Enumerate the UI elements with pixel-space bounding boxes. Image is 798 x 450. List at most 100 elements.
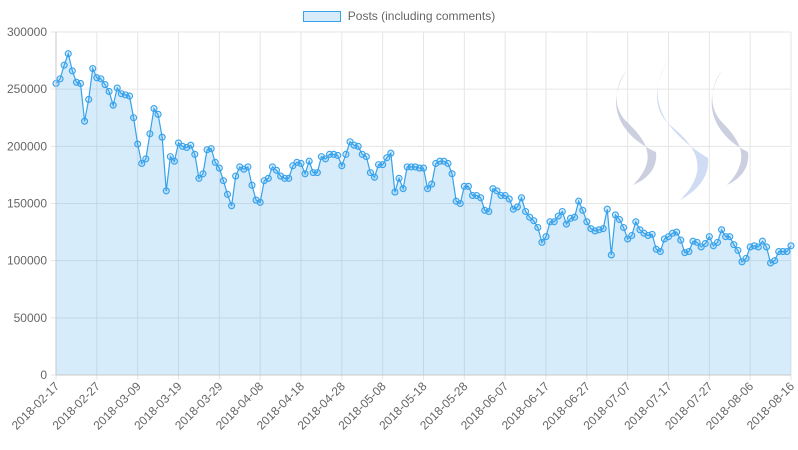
legend-swatch bbox=[302, 10, 341, 22]
data-point bbox=[538, 238, 546, 246]
data-point bbox=[138, 159, 146, 168]
data-point bbox=[730, 241, 738, 249]
data-point bbox=[734, 246, 742, 254]
data-point bbox=[366, 169, 374, 177]
data-point bbox=[256, 198, 264, 206]
data-point bbox=[742, 254, 750, 262]
data-point bbox=[726, 233, 734, 241]
data-point bbox=[362, 153, 370, 161]
data-point bbox=[134, 140, 142, 148]
data-point bbox=[517, 194, 526, 202]
data-point bbox=[64, 50, 72, 58]
data-point bbox=[603, 205, 611, 213]
data-point bbox=[150, 105, 158, 113]
series-area bbox=[55, 51, 792, 375]
data-point bbox=[166, 153, 174, 161]
data-point bbox=[673, 228, 681, 236]
data-point bbox=[158, 133, 166, 141]
chart-legend[interactable]: Posts (including comments) bbox=[0, 6, 798, 26]
data-point bbox=[142, 155, 150, 163]
data-point bbox=[101, 81, 109, 89]
series-line bbox=[55, 51, 792, 264]
data-point bbox=[758, 237, 766, 245]
y-tick-label: 0 bbox=[40, 368, 47, 382]
data-point bbox=[60, 61, 68, 69]
y-tick-label: 250000 bbox=[7, 82, 47, 96]
data-point bbox=[81, 117, 89, 125]
data-point bbox=[448, 170, 456, 178]
data-point bbox=[264, 174, 272, 182]
y-tick-label: 200000 bbox=[7, 139, 47, 153]
data-point bbox=[76, 79, 85, 87]
data-point bbox=[575, 197, 583, 205]
data-point bbox=[542, 233, 550, 241]
data-point bbox=[207, 145, 215, 153]
data-point bbox=[513, 203, 521, 211]
data-point bbox=[191, 150, 199, 158]
data-point bbox=[534, 223, 542, 232]
data-point bbox=[530, 217, 538, 225]
data-point bbox=[89, 65, 97, 73]
data-point bbox=[620, 223, 628, 232]
y-tick-label: 50000 bbox=[14, 311, 48, 325]
series-area-fill bbox=[56, 53, 791, 375]
data-point bbox=[85, 95, 93, 104]
data-point bbox=[199, 170, 207, 178]
data-point bbox=[109, 101, 117, 109]
data-point bbox=[424, 185, 432, 193]
data-point bbox=[334, 151, 342, 160]
data-point bbox=[244, 163, 252, 171]
y-tick-label: 300000 bbox=[7, 25, 47, 39]
data-point bbox=[783, 247, 791, 256]
data-point bbox=[170, 157, 178, 165]
data-point bbox=[787, 242, 795, 250]
data-point bbox=[297, 159, 305, 168]
data-point bbox=[215, 164, 223, 172]
data-point bbox=[211, 158, 219, 166]
data-point bbox=[195, 174, 203, 182]
data-point bbox=[505, 195, 513, 203]
data-point bbox=[615, 215, 624, 224]
data-point bbox=[656, 247, 664, 256]
data-point bbox=[571, 213, 579, 221]
data-point bbox=[219, 177, 227, 185]
data-point bbox=[105, 87, 113, 95]
data-point bbox=[56, 75, 64, 83]
data-point bbox=[628, 231, 636, 240]
data-point bbox=[383, 154, 391, 162]
data-point bbox=[272, 166, 281, 174]
data-point bbox=[301, 170, 309, 178]
data-point bbox=[68, 67, 76, 75]
data-point bbox=[313, 169, 321, 177]
data-point bbox=[685, 247, 693, 256]
data-point bbox=[285, 174, 293, 182]
series-points bbox=[52, 50, 795, 267]
data-point bbox=[713, 238, 722, 246]
data-point bbox=[464, 182, 472, 190]
data-point bbox=[522, 207, 530, 216]
steem-logo-icon bbox=[616, 55, 749, 200]
data-point bbox=[677, 236, 685, 244]
data-point bbox=[187, 141, 195, 149]
data-point bbox=[154, 110, 162, 118]
data-point bbox=[693, 238, 701, 246]
data-point bbox=[248, 181, 256, 189]
data-point bbox=[130, 114, 138, 122]
data-point bbox=[611, 211, 619, 219]
data-point bbox=[399, 185, 407, 193]
data-point bbox=[370, 173, 379, 181]
data-point bbox=[379, 161, 387, 169]
data-point bbox=[419, 164, 428, 172]
data-point bbox=[701, 239, 709, 248]
data-point bbox=[395, 174, 403, 182]
data-point bbox=[456, 199, 464, 208]
data-point bbox=[223, 190, 232, 198]
data-point bbox=[228, 202, 236, 210]
data-point bbox=[754, 243, 762, 251]
data-point bbox=[558, 207, 566, 216]
data-point bbox=[391, 188, 399, 196]
data-point bbox=[562, 220, 570, 228]
data-point bbox=[146, 130, 154, 138]
data-point bbox=[607, 251, 615, 259]
